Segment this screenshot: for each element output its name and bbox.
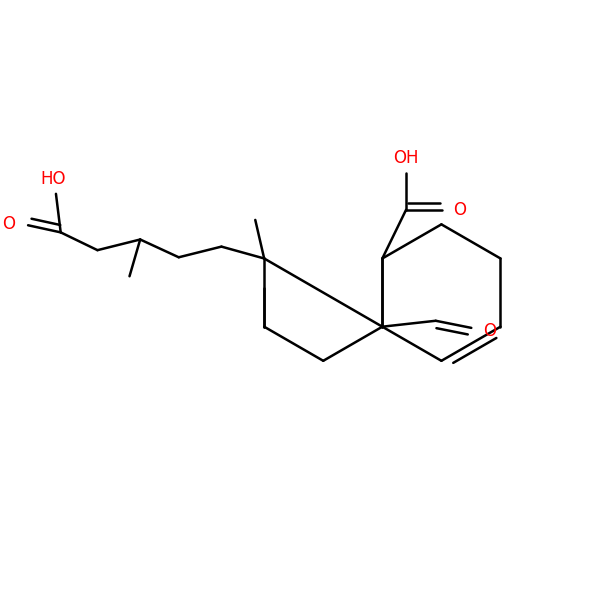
Text: HO: HO	[40, 170, 66, 188]
Text: O: O	[483, 322, 496, 340]
Text: OH: OH	[394, 149, 419, 167]
Text: O: O	[2, 215, 15, 233]
Text: O: O	[454, 201, 467, 219]
